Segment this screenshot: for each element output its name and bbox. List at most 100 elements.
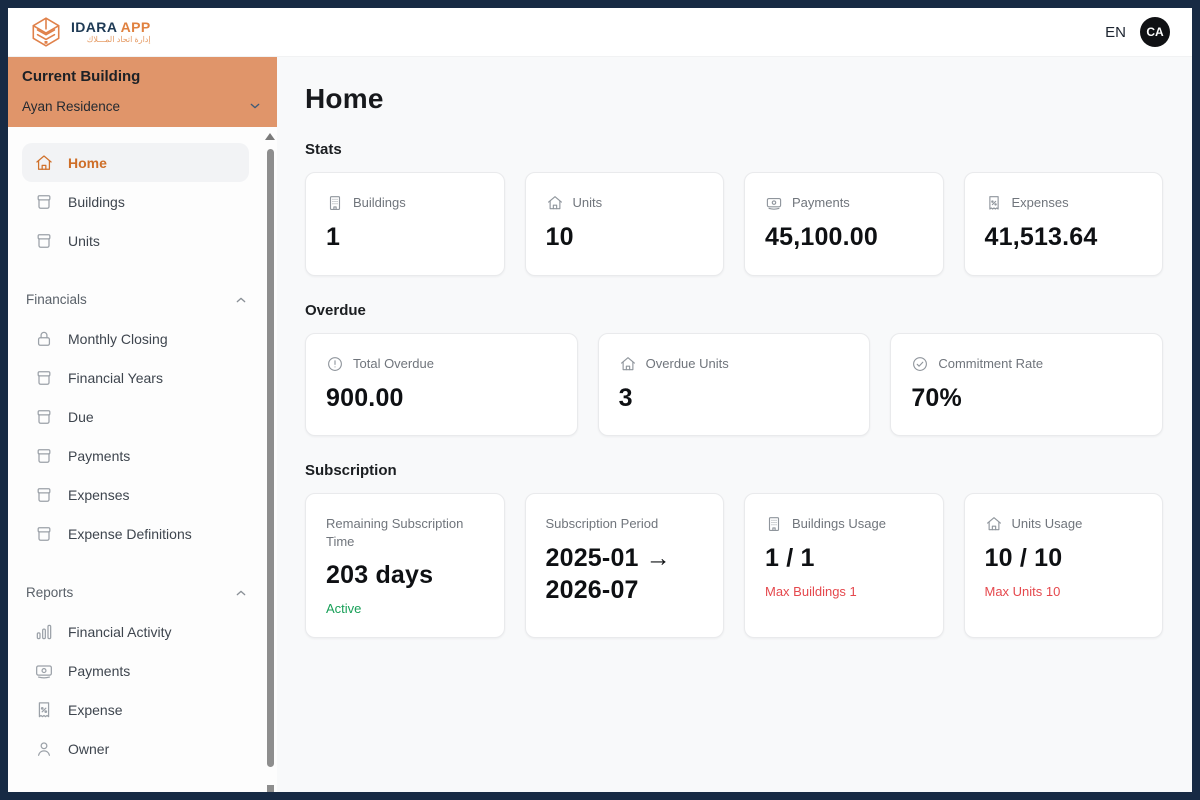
building-icon	[326, 194, 344, 212]
sidebar-item-monthly-closing[interactable]: Monthly Closing	[22, 319, 249, 358]
sidebar-item-expenses[interactable]: Expenses	[22, 475, 249, 514]
sidebar-item-label: Home	[68, 154, 107, 171]
sidebar-scrollbar[interactable]	[264, 133, 276, 792]
sidebar-item-due[interactable]: Due	[22, 397, 249, 436]
sidebar-item-owner[interactable]: Owner	[22, 729, 249, 768]
app-logo[interactable]: IDARA APP إدارة اتحاد المـــلاك	[28, 15, 151, 49]
archive-box-icon	[34, 231, 54, 251]
section-title-overdue: Overdue	[305, 301, 366, 319]
total-overdue-card: Total Overdue 900.00	[305, 332, 578, 436]
building-selector[interactable]: Ayan Residence	[22, 98, 263, 114]
chevron-up-icon	[233, 292, 249, 308]
card-value: 45,100.00	[765, 223, 879, 251]
card-label: Total Overdue	[353, 355, 434, 371]
stats-cards: Buildings 1 Units 10 Payments 45,100.00 Expens…	[305, 172, 1163, 276]
card-label: Units Usage	[1011, 516, 1083, 531]
bar-chart-icon	[34, 622, 54, 642]
house-icon	[546, 194, 564, 212]
check-circle-icon	[911, 355, 929, 373]
card-label-row: Remaining Subscription Time	[326, 515, 484, 550]
sidebar-item-label: Owner	[68, 740, 110, 757]
sidebar-item-financial-activity[interactable]: Financial Activity	[22, 612, 249, 651]
card-value: 203 days	[326, 561, 434, 590]
section-title: Financials	[26, 292, 87, 307]
card-value: 70%	[911, 383, 962, 412]
banknote-icon	[34, 661, 54, 681]
card-label-row: Commitment Rate	[911, 355, 1142, 373]
archive-box-icon	[34, 446, 54, 466]
section-header-financials[interactable]: Financials	[26, 280, 249, 319]
card-label: Units	[572, 195, 603, 210]
sidebar-item-expense-definitions[interactable]: Expense Definitions	[22, 514, 249, 553]
user-icon	[34, 739, 54, 759]
scroll-up-arrow[interactable]	[265, 133, 275, 140]
section-title-stats: Stats	[305, 141, 342, 158]
receipt-percent-icon	[985, 194, 1003, 212]
archive-box-icon	[34, 485, 54, 505]
sidebar-nav: Home Buildings Units Financials Monthly Clos…	[8, 127, 277, 792]
sidebar-item-label: Financial Years	[68, 369, 163, 386]
house-icon	[619, 355, 637, 373]
lock-icon	[34, 329, 54, 349]
main-content: Home Stats Buildings 1 Units 10 Payments 45,10…	[277, 57, 1192, 792]
topbar-actions: EN CA	[1105, 17, 1170, 47]
logo-subtitle: إدارة اتحاد المـــلاك	[86, 35, 151, 45]
card-value: 1	[326, 223, 341, 251]
language-switcher[interactable]: EN	[1105, 23, 1126, 41]
overdue-units-card: Overdue Units 3	[597, 332, 871, 436]
units-usage-card: Units Usage 10 / 10 Max Units 10	[963, 493, 1163, 638]
app-body: Current Building Ayan Residence Home Buil…	[8, 57, 1192, 792]
user-avatar[interactable]: CA	[1140, 17, 1170, 47]
card-label: Commitment Rate	[938, 355, 1044, 371]
commitment-rate-card: Commitment Rate 70%	[890, 332, 1163, 436]
sidebar-item-buildings[interactable]: Buildings	[22, 182, 249, 221]
chevron-up-icon	[233, 585, 249, 601]
sidebar-item-label: Buildings	[68, 193, 125, 210]
card-label: Buildings Usage	[792, 516, 886, 531]
archive-box-icon	[34, 407, 54, 427]
archive-box-icon	[34, 192, 54, 212]
sidebar-item-payments[interactable]: Payments	[22, 651, 249, 690]
idara-logo-icon	[28, 15, 64, 49]
card-note: Active	[326, 600, 362, 616]
card-value: 10 / 10	[984, 544, 1063, 572]
sidebar-item-home[interactable]: Home	[22, 143, 249, 182]
card-value: 1 / 1	[765, 544, 815, 572]
card-label-row: Payments	[765, 194, 923, 212]
card-label: Buildings	[353, 195, 406, 210]
home-icon	[34, 153, 54, 173]
card-note: Max Units 10	[984, 583, 1061, 599]
card-value: 3	[618, 383, 633, 412]
scroll-down-arrow[interactable]	[266, 785, 274, 792]
sidebar-item-label: Payments	[68, 447, 131, 464]
card-label-row: Total Overdue	[326, 355, 557, 373]
chevron-down-icon	[247, 98, 263, 114]
sidebar-item-label: Monthly Closing	[68, 330, 168, 347]
archive-box-icon	[34, 368, 54, 388]
section-header-reports[interactable]: Reports	[26, 573, 249, 612]
card-label-row: Overdue Units	[619, 355, 850, 373]
card-note: Max Buildings 1	[765, 583, 857, 599]
sidebar-item-label: Expenses	[68, 486, 130, 503]
receipt-percent-icon	[34, 700, 54, 720]
sidebar-item-financial-years[interactable]: Financial Years	[22, 358, 249, 397]
buildings-card: Buildings 1	[305, 172, 505, 276]
building-icon	[765, 515, 783, 533]
card-label: Expenses	[1011, 195, 1069, 210]
current-building-banner: Current Building Ayan Residence	[8, 57, 277, 127]
sidebar-item-label: Payments	[68, 662, 131, 679]
remaining-subscription-time-card: Remaining Subscription Time 203 days Activ…	[305, 493, 505, 638]
sidebar-item-label: Units	[68, 232, 100, 249]
card-label: Subscription Period	[545, 516, 659, 531]
card-label-row: Buildings Usage	[765, 515, 923, 533]
sidebar-item-units[interactable]: Units	[22, 221, 249, 260]
scrollbar-thumb[interactable]	[266, 149, 274, 767]
card-label: Remaining Subscription Time	[326, 516, 464, 549]
card-value: 2025-01 → 2026-07	[545, 543, 671, 605]
payments-card: Payments 45,100.00	[744, 172, 944, 276]
buildings-usage-card: Buildings Usage 1 / 1 Max Buildings 1	[744, 493, 944, 638]
sidebar-item-payments[interactable]: Payments	[22, 436, 249, 475]
sidebar-item-expense[interactable]: Expense	[22, 690, 249, 729]
overdue-cards: Total Overdue 900.00 Overdue Units 3 Commitm…	[305, 332, 1163, 436]
